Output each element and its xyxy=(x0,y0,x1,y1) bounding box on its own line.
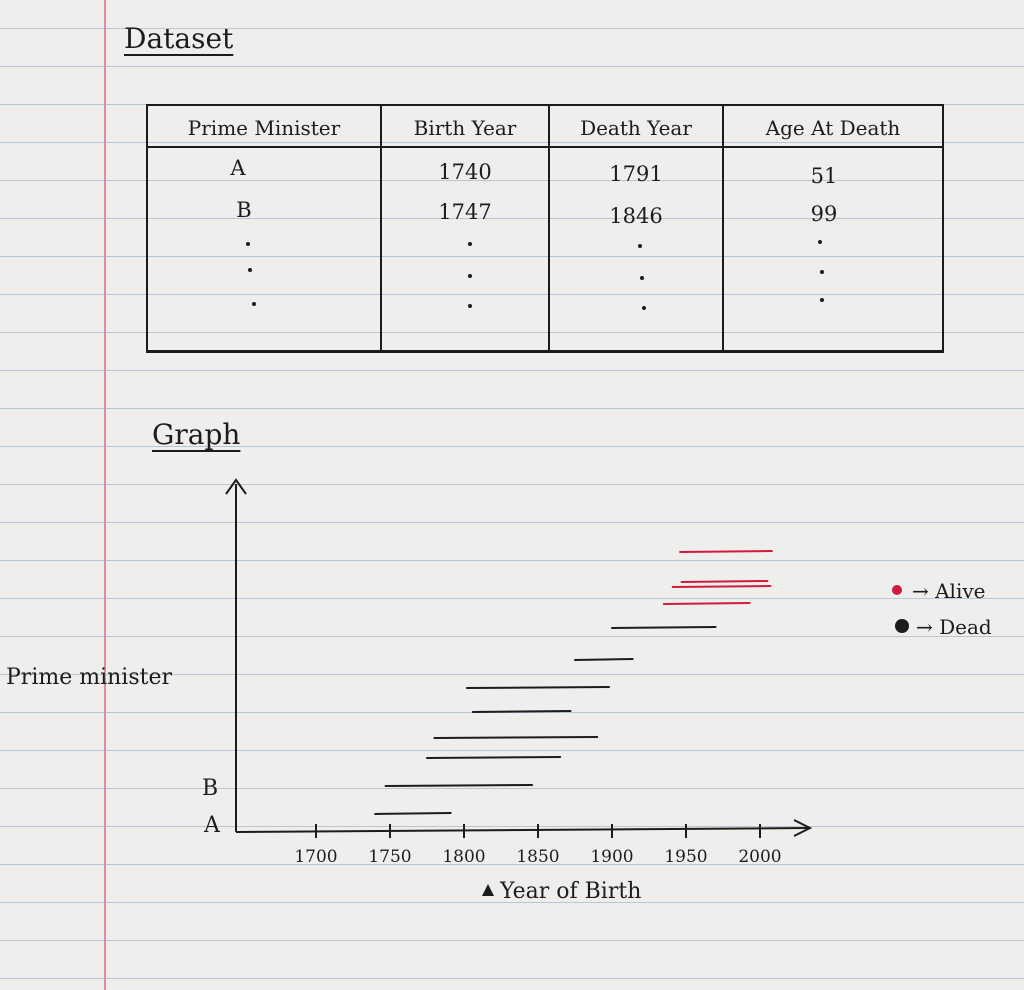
lifespan-line xyxy=(679,550,773,553)
ellipsis-dot xyxy=(818,240,822,244)
dataset-table: Prime Minister Birth Year Death Year Age… xyxy=(146,104,944,353)
y-label-a: A xyxy=(203,813,221,838)
x-tick-label: 2000 xyxy=(738,847,781,867)
lifespan-line xyxy=(384,784,534,787)
table-header-death-year: Death Year xyxy=(580,116,692,140)
x-axis xyxy=(235,827,809,833)
legend-alive-label: → Alive xyxy=(912,579,986,603)
lifespan-line xyxy=(433,736,599,739)
table-cell: 1846 xyxy=(609,204,663,228)
table-header-prime-minister: Prime Minister xyxy=(187,116,341,140)
table-header-age-at-death: Age At Death xyxy=(765,116,901,140)
lifespan-line xyxy=(426,756,562,759)
x-ticks: 1700 1750 1800 1850 1900 1950 2000 xyxy=(294,824,782,867)
legend-dead-dot xyxy=(895,619,909,633)
ellipsis-dot xyxy=(252,302,256,306)
table-cell: B xyxy=(236,198,252,222)
table-header-rule xyxy=(148,146,942,148)
dataset-heading: Dataset xyxy=(124,22,234,55)
ellipsis-dot xyxy=(640,276,644,280)
legend: → Alive → Dead xyxy=(892,579,992,639)
margin-line xyxy=(104,0,106,990)
lifespan-line xyxy=(465,686,611,689)
lifespan-line xyxy=(611,626,717,629)
table-col-divider xyxy=(380,106,382,350)
x-tick-label: 1800 xyxy=(442,847,485,867)
ellipsis-dot xyxy=(468,274,472,278)
table-cell: 99 xyxy=(810,202,838,226)
lifespan-line xyxy=(671,585,772,588)
y-label-b: B xyxy=(202,776,218,801)
ellipsis-dot xyxy=(468,304,472,308)
ellipsis-dot xyxy=(248,268,252,272)
x-axis-title: Year of Birth xyxy=(499,879,641,904)
ellipsis-dot xyxy=(638,244,642,248)
ellipsis-dot xyxy=(642,306,646,310)
legend-alive-dot xyxy=(892,585,902,595)
chart-axes xyxy=(225,478,813,837)
lifespan-line xyxy=(680,580,769,583)
legend-dead-label: → Dead xyxy=(916,615,992,639)
table-col-divider xyxy=(722,106,724,350)
lifespan-line xyxy=(662,602,751,605)
table-cell: 1747 xyxy=(438,200,492,224)
x-tick-label: 1900 xyxy=(590,847,633,867)
ellipsis-dot xyxy=(820,270,824,274)
x-axis-title-marker xyxy=(482,884,494,896)
x-tick-label: 1750 xyxy=(368,847,411,867)
table-cell: 1791 xyxy=(609,162,663,186)
x-tick-label: 1850 xyxy=(516,847,559,867)
x-tick-label: 1700 xyxy=(294,847,337,867)
table-cell: 51 xyxy=(810,164,838,188)
y-axis-arrow xyxy=(225,478,247,495)
table-header-birth-year: Birth Year xyxy=(413,116,517,140)
graph-heading: Graph xyxy=(152,418,241,451)
table-cell: 1740 xyxy=(438,160,492,184)
x-tick-label: 1950 xyxy=(664,847,707,867)
ellipsis-dot xyxy=(246,242,250,246)
table-cell: A xyxy=(230,156,246,180)
y-axis-title: Prime minister xyxy=(6,665,172,690)
lifespan-line xyxy=(471,710,572,713)
ellipsis-dot xyxy=(820,298,824,302)
lifespan-lines xyxy=(374,550,773,815)
lifespan-line xyxy=(374,812,452,815)
table-col-divider xyxy=(548,106,550,350)
x-axis-arrow xyxy=(793,819,813,837)
lifespan-line xyxy=(574,658,634,661)
ellipsis-dot xyxy=(468,242,472,246)
